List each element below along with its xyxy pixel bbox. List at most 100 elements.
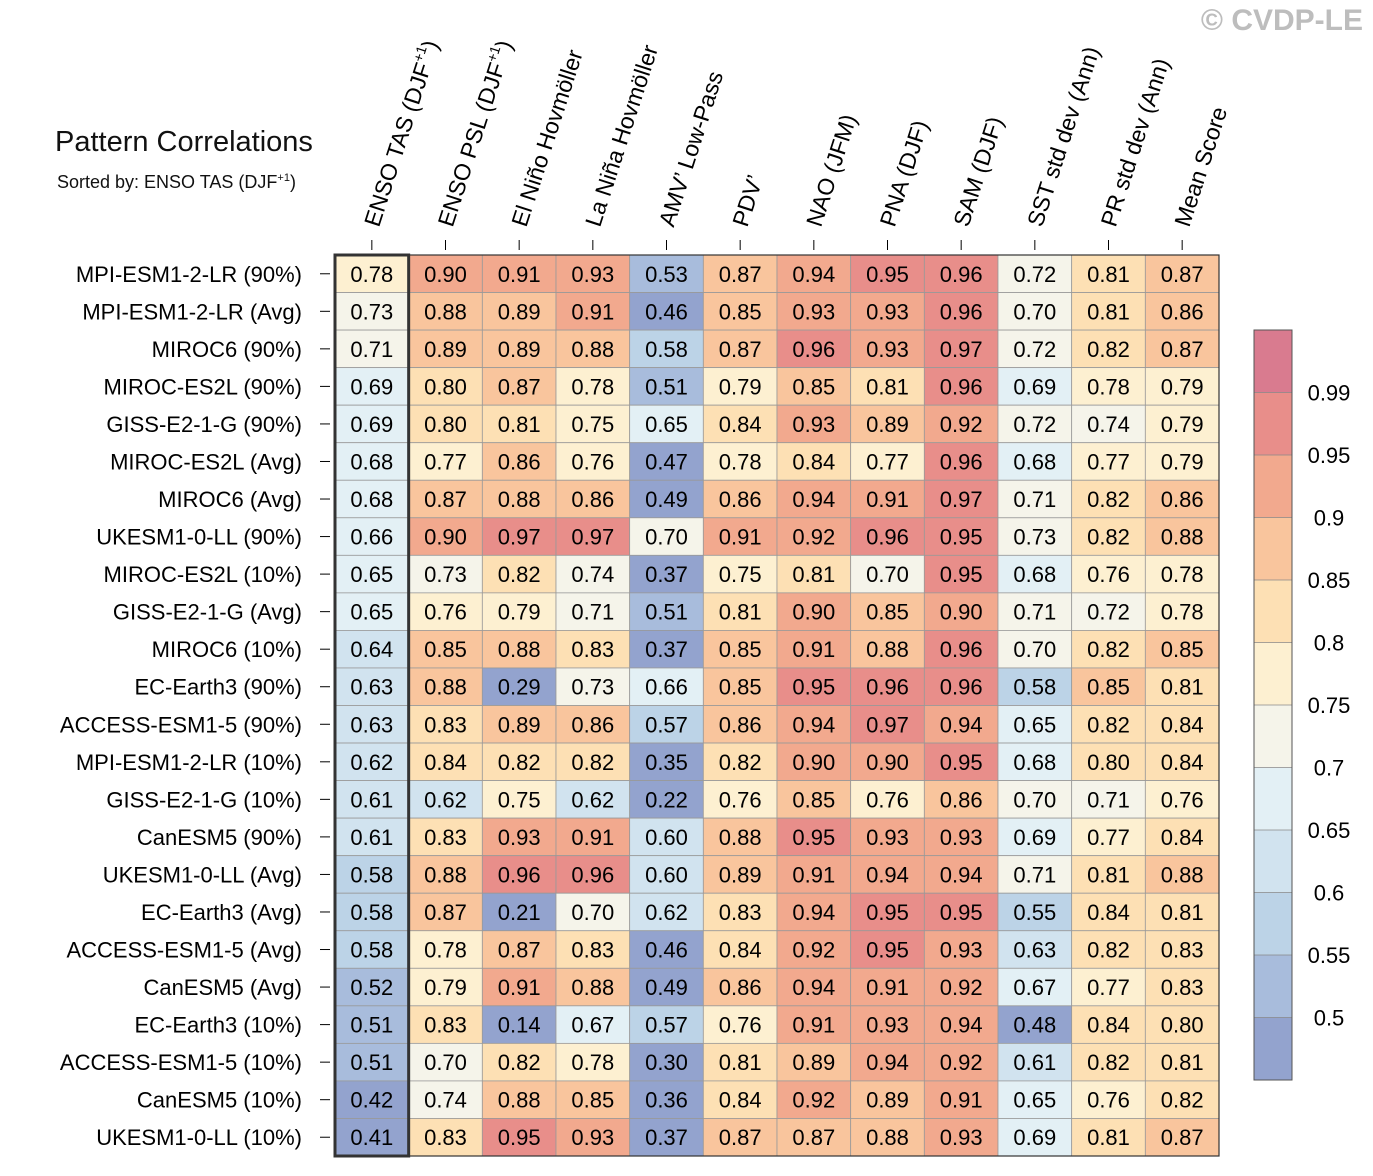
cell-value: 0.95	[940, 525, 983, 550]
heatmap-cell	[629, 554, 704, 594]
cell-value: 0.86	[571, 712, 614, 737]
cell-value: 0.64	[350, 637, 393, 662]
cell-value: 0.87	[719, 1125, 762, 1150]
colorbar-segment	[1254, 705, 1292, 768]
cell-value: 0.96	[866, 675, 909, 700]
cell-value: 0.86	[719, 975, 762, 1000]
heatmap-cell	[481, 404, 557, 444]
cell-value: 0.82	[1087, 637, 1130, 662]
heatmap-cell	[408, 892, 483, 932]
cell-value: 0.48	[1013, 1013, 1056, 1038]
heatmap-cell	[923, 855, 999, 894]
cell-value: 0.76	[424, 600, 467, 625]
cell-value: 0.93	[940, 1125, 983, 1150]
cell-value: 0.92	[940, 1050, 983, 1075]
cell-value: 0.21	[498, 900, 541, 925]
heatmap-cell	[850, 892, 925, 932]
cell-value: 0.62	[424, 787, 467, 812]
cell-value: 0.71	[1013, 600, 1056, 625]
heatmap-cell	[702, 967, 778, 1007]
heatmap-cell	[850, 592, 925, 631]
heatmap-cell	[923, 630, 999, 669]
heatmap-cell	[776, 742, 852, 781]
heatmap-cell	[555, 1005, 631, 1044]
heatmap-cell	[555, 479, 631, 519]
column-label-text: AMV’ Low-Pass	[654, 68, 729, 230]
cell-value: 0.79	[1161, 412, 1204, 437]
heatmap-cell	[555, 817, 631, 857]
cell-value: 0.68	[350, 449, 393, 474]
cell-value: 0.84	[1087, 1013, 1130, 1038]
cell-value: 0.63	[350, 675, 393, 700]
heatmap-cell	[776, 1080, 852, 1119]
heatmap-cell	[481, 292, 557, 331]
cell-value: 0.85	[571, 1088, 614, 1113]
cell-value: 0.81	[1087, 299, 1130, 324]
heatmap-cell	[1144, 705, 1220, 744]
colorbar-segment	[1254, 580, 1292, 643]
row-label: MIROC-ES2L (10%)	[104, 562, 302, 587]
heatmap-cell	[408, 367, 483, 406]
subtitle-prefix: Sorted by: ENSO TAS (DJF	[57, 172, 278, 192]
cell-value: 0.70	[645, 525, 688, 550]
heatmap-cell	[997, 967, 1073, 1007]
cell-value: 0.83	[571, 637, 614, 662]
heatmap-cell	[629, 1080, 704, 1119]
cell-value: 0.84	[1087, 900, 1130, 925]
heatmap-cell	[481, 1042, 557, 1082]
subtitle-suffix: )	[289, 172, 296, 192]
cell-value: 0.87	[719, 262, 762, 287]
chart-title: Pattern Correlations	[55, 126, 313, 158]
cell-value: 0.82	[1087, 525, 1130, 550]
cell-value: 0.58	[350, 938, 393, 963]
cell-value: 0.81	[719, 1050, 762, 1075]
cell-value: 0.49	[645, 975, 688, 1000]
cell-value: 0.65	[350, 600, 393, 625]
heatmap-cell	[997, 930, 1073, 969]
heatmap-cell	[408, 967, 483, 1007]
heatmap-cell	[1071, 367, 1146, 406]
heatmap-cell	[629, 404, 704, 444]
colorbar-border	[1253, 329, 1293, 1081]
heatmap-cell	[702, 592, 778, 631]
cell-value: 0.97	[498, 525, 541, 550]
cell-value: 0.84	[424, 750, 467, 775]
cell-value: 0.68	[1013, 562, 1056, 587]
cell-value: 0.91	[866, 487, 909, 512]
heatmap-cell	[997, 1005, 1073, 1044]
cell-value: 0.87	[424, 487, 467, 512]
cell-value: 0.88	[498, 637, 541, 662]
cell-value: 0.70	[1013, 787, 1056, 812]
colorbar-segment	[1254, 455, 1292, 518]
column-label: ENSO TAS (DJF+1)	[357, 36, 444, 229]
heatmap-cell	[776, 817, 852, 857]
cell-value: 0.94	[866, 862, 909, 887]
cell-value: 0.94	[792, 975, 835, 1000]
column-label: Mean Score	[1169, 104, 1232, 230]
cell-value: 0.96	[940, 637, 983, 662]
cell-value: 0.88	[571, 975, 614, 1000]
column-label: ENSO PSL (DJF+1)	[431, 36, 518, 229]
row-label: GISS-E2-1-G (Avg)	[113, 600, 302, 625]
cell-value: 0.63	[1013, 938, 1056, 963]
heatmap-cell	[334, 592, 410, 631]
heatmap-cell	[850, 742, 925, 781]
heatmap-cell	[629, 892, 704, 932]
heatmap-cell	[334, 630, 410, 669]
cell-value: 0.46	[645, 938, 688, 963]
heatmap-cell	[555, 329, 631, 369]
colorbar-tick-label: 0.65	[1308, 818, 1351, 843]
heatmap-cell	[408, 404, 483, 444]
heatmap-cell	[1071, 892, 1146, 932]
cell-value: 0.96	[571, 862, 614, 887]
heatmap-cell	[850, 292, 925, 331]
heatmap-cell	[923, 780, 999, 819]
heatmap-cell	[850, 479, 925, 519]
heatmap-cell	[629, 817, 704, 857]
cell-value: 0.85	[719, 675, 762, 700]
cell-value: 0.84	[792, 449, 835, 474]
heatmap-cell	[850, 855, 925, 894]
heatmap-cell	[1071, 1080, 1146, 1119]
cell-value: 0.95	[940, 900, 983, 925]
heatmap-cell	[702, 930, 778, 969]
